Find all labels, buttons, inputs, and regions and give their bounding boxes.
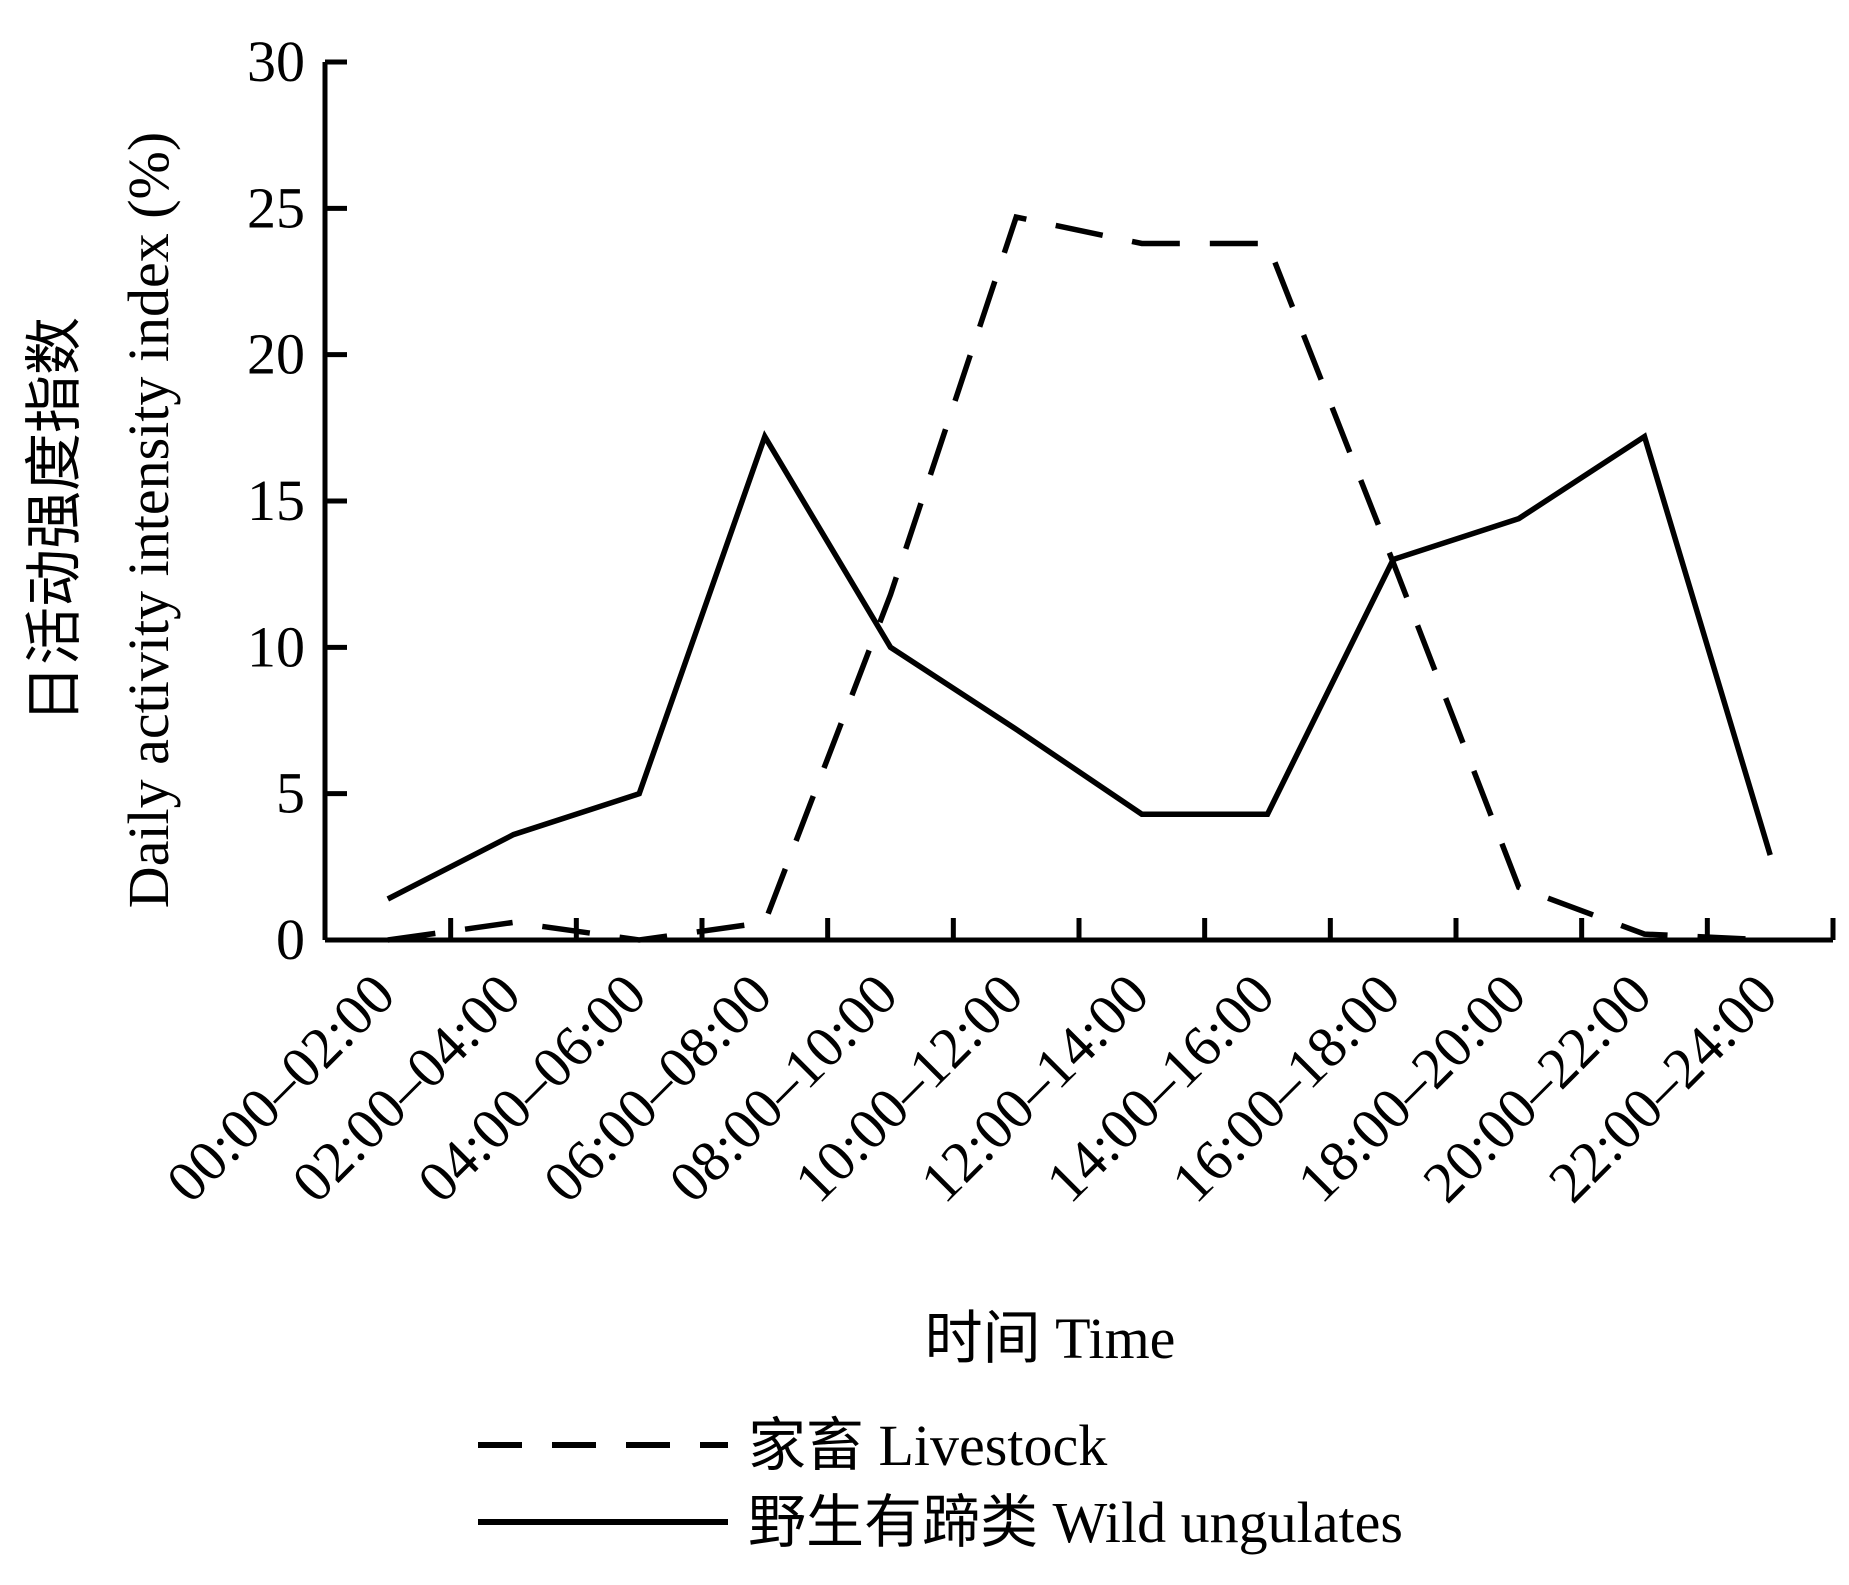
y-tick-label: 10 [247, 614, 305, 679]
x-axis-ticks: 00:00–02:0002:00–04:0004:00–06:0006:00–0… [154, 918, 1836, 1215]
y-axis-title-english: Daily activity intensity index (%) [116, 132, 181, 908]
legend: 家畜 Livestock 野生有蹄类 Wild ungulates [478, 1413, 1403, 1555]
y-tick-label: 15 [247, 468, 305, 533]
y-tick-label: 20 [247, 322, 305, 387]
y-tick-label: 0 [276, 907, 305, 972]
y-tick-label: 5 [276, 761, 305, 826]
x-axis-title: 时间 Time [925, 1306, 1176, 1371]
series-line-livestock [387, 213, 1771, 943]
y-axis-title-chinese: 日活动强度指数 [22, 317, 87, 723]
series-lines [386, 213, 1773, 943]
legend-label: 野生有蹄类 Wild ungulates [748, 1490, 1403, 1555]
y-tick-label: 30 [247, 29, 305, 94]
legend-label: 家畜 Livestock [748, 1413, 1107, 1478]
y-tick-label: 25 [247, 175, 305, 240]
series-line-wild-ungulates [386, 430, 1773, 902]
y-axis-ticks: 0 5 10 15 20 25 30 [247, 29, 347, 972]
